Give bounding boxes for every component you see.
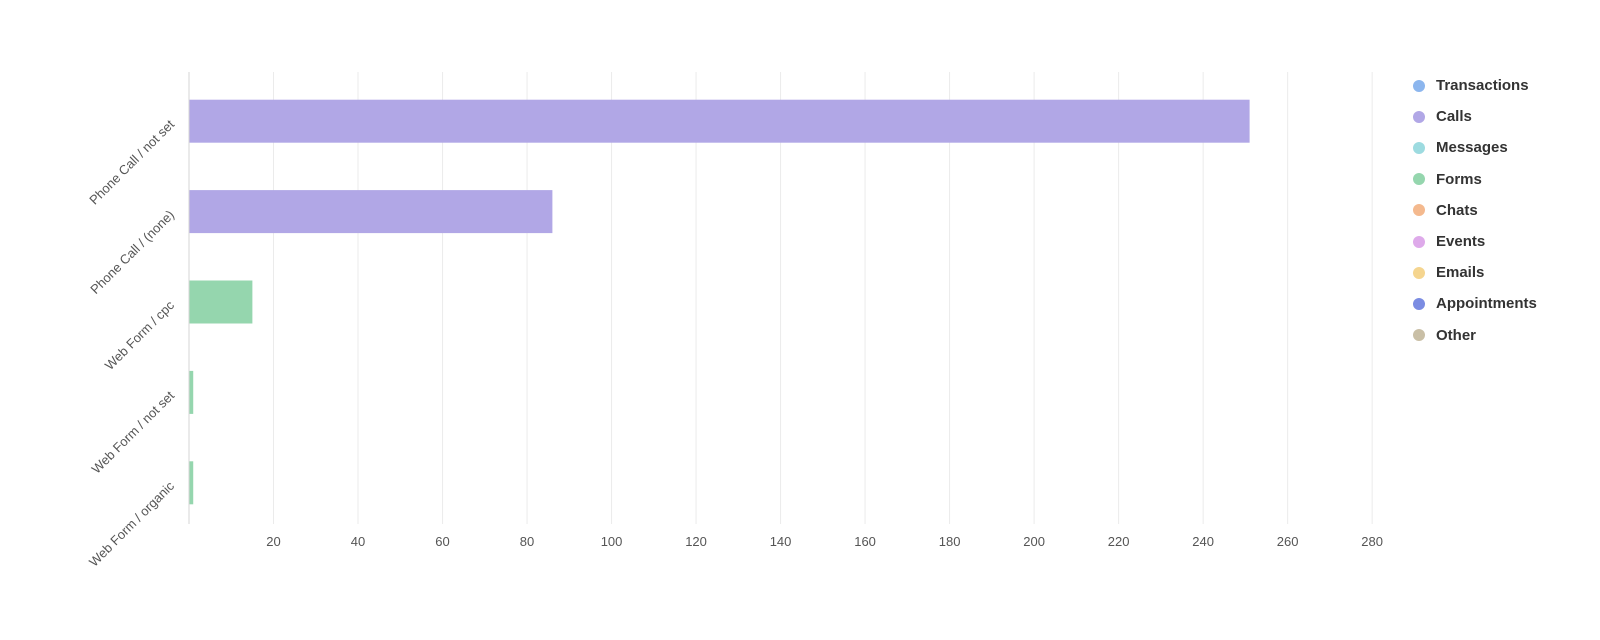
bar bbox=[189, 461, 194, 505]
bar bbox=[189, 370, 194, 414]
legend-label: Calls bbox=[1436, 108, 1472, 126]
y-category-label: Web Form / not set bbox=[89, 388, 178, 477]
legend-dot-icon bbox=[1413, 297, 1425, 310]
legend-label: Transactions bbox=[1436, 77, 1529, 95]
bar bbox=[189, 99, 1250, 143]
legend-label: Events bbox=[1436, 233, 1486, 251]
x-tick-label: 160 bbox=[854, 534, 876, 549]
x-tick-label: 180 bbox=[939, 534, 961, 549]
legend-dot-icon bbox=[1413, 79, 1425, 92]
grid-lines bbox=[273, 72, 1373, 524]
legend-item[interactable]: Forms bbox=[1413, 164, 1537, 195]
x-tick-label: 140 bbox=[770, 534, 792, 549]
y-category-label: Phone Call / not set bbox=[86, 116, 177, 207]
legend-item[interactable]: Appointments bbox=[1413, 288, 1537, 319]
legend-dot-icon bbox=[1413, 204, 1425, 217]
legend-item[interactable]: Other bbox=[1413, 320, 1537, 351]
x-tick-label: 60 bbox=[435, 534, 449, 549]
bar bbox=[189, 280, 253, 324]
legend-item[interactable]: Messages bbox=[1413, 132, 1537, 163]
x-tick-label: 120 bbox=[685, 534, 707, 549]
legend-label: Other bbox=[1436, 326, 1477, 344]
legend-dot-icon bbox=[1413, 329, 1425, 342]
x-tick-label: 200 bbox=[1023, 534, 1045, 549]
legend-item[interactable]: Chats bbox=[1413, 195, 1537, 226]
legend-item[interactable]: Transactions bbox=[1413, 70, 1537, 101]
bar bbox=[189, 190, 553, 234]
legend-dot-icon bbox=[1413, 141, 1425, 154]
legend-item[interactable]: Calls bbox=[1413, 101, 1537, 132]
axes: 20 40 60 80 100 120 140 160 180 200 220 240 260 280 Ph… bbox=[86, 72, 1383, 569]
legend-dot-icon bbox=[1413, 235, 1425, 248]
x-tick-label: 40 bbox=[351, 534, 365, 549]
y-category-label: Phone Call / (none) bbox=[87, 207, 177, 297]
legend-label: Chats bbox=[1436, 201, 1478, 219]
x-tick-label: 240 bbox=[1192, 534, 1214, 549]
x-tick-label: 260 bbox=[1277, 534, 1299, 549]
bars bbox=[189, 99, 1250, 505]
legend-dot-icon bbox=[1413, 173, 1425, 186]
legend-dot-icon bbox=[1413, 266, 1425, 279]
y-category-label: Web Form / organic bbox=[86, 478, 178, 570]
legend-item[interactable]: Emails bbox=[1413, 257, 1537, 288]
legend-label: Forms bbox=[1436, 170, 1482, 188]
legend-label: Emails bbox=[1436, 264, 1485, 282]
legend-label: Messages bbox=[1436, 139, 1508, 157]
x-tick-label: 280 bbox=[1361, 534, 1383, 549]
x-tick-label: 80 bbox=[520, 534, 534, 549]
legend-dot-icon bbox=[1413, 110, 1425, 123]
chart-legend: Transactions Calls Messages Forms Chats Event… bbox=[1413, 70, 1537, 351]
legend-item[interactable]: Events bbox=[1413, 226, 1537, 257]
y-category-label: Web Form / cpc bbox=[102, 297, 178, 373]
legend-label: Appointments bbox=[1436, 295, 1537, 313]
x-tick-label: 20 bbox=[266, 534, 280, 549]
x-tick-label: 100 bbox=[601, 534, 623, 549]
x-tick-label: 220 bbox=[1108, 534, 1130, 549]
